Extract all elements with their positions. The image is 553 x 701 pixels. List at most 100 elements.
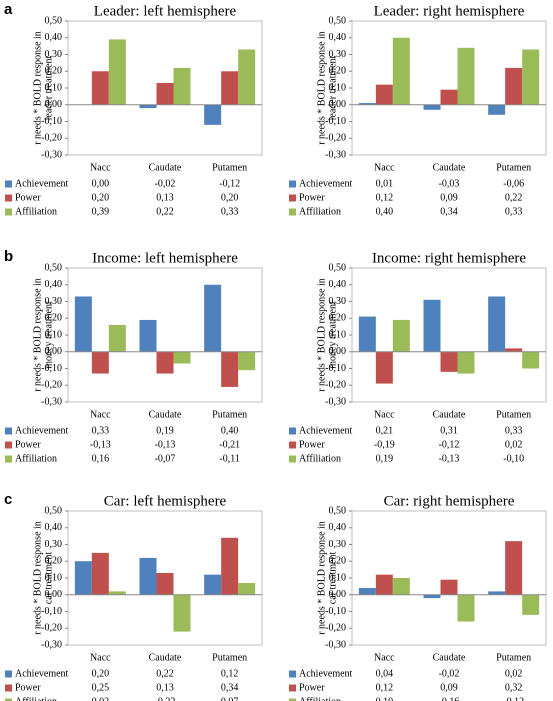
- y-axis-label: r needs * BOLD response in: [32, 278, 43, 392]
- table-value: 0,33: [505, 206, 523, 217]
- table-value: 0,13: [156, 682, 174, 693]
- y-axis-label: money treatment: [327, 301, 338, 369]
- x-tick-label: Putamen: [212, 162, 247, 173]
- bar: [375, 574, 393, 595]
- legend-swatch: [5, 698, 12, 701]
- legend-label: Power: [15, 192, 41, 203]
- table-value: 0,12: [221, 668, 239, 679]
- table-value: 0,33: [221, 206, 239, 217]
- y-tick-label: 0,00: [45, 346, 63, 357]
- bar: [221, 351, 239, 387]
- bar: [522, 49, 540, 105]
- bar: [392, 37, 410, 105]
- bar: [488, 296, 506, 352]
- chart-title: Income: left hemisphere: [92, 250, 238, 266]
- bar: [505, 541, 523, 595]
- y-tick-label: 0,20: [45, 66, 63, 77]
- table-value: 0,09: [440, 192, 458, 203]
- x-tick-label: Nacc: [374, 409, 395, 420]
- legend-label: Achievement: [15, 668, 69, 679]
- x-tick-label: Putamen: [212, 409, 247, 420]
- table-value: 0,34: [440, 206, 458, 217]
- y-tick-label: -0,30: [325, 149, 346, 160]
- bar: [375, 351, 393, 384]
- y-tick-label: 0,40: [329, 279, 347, 290]
- y-tick-label: 0,00: [329, 589, 347, 600]
- bar: [440, 579, 458, 595]
- legend-swatch: [289, 684, 296, 692]
- bar: [522, 351, 540, 369]
- y-tick-label: 0,00: [45, 99, 63, 110]
- bar: [74, 296, 92, 352]
- y-tick-label: -0,10: [41, 116, 62, 127]
- bar: [375, 84, 393, 105]
- legend-label: Achievement: [299, 425, 353, 436]
- bar: [423, 299, 441, 352]
- y-tick-label: 0,00: [329, 99, 347, 110]
- table-value: -0,12: [219, 178, 240, 189]
- table-value: 0,20: [92, 668, 110, 679]
- y-axis-label: car treatment: [327, 552, 338, 605]
- legend-label: Affiliation: [299, 453, 341, 464]
- bar: [204, 104, 222, 125]
- bar: [457, 351, 475, 374]
- legend-label: Affiliation: [15, 696, 57, 701]
- x-tick-label: Nacc: [90, 162, 111, 173]
- table-value: 0,01: [376, 178, 394, 189]
- legend-label: Achievement: [15, 425, 69, 436]
- table-value: -0,12: [439, 439, 460, 450]
- y-axis-label: leader treatment: [327, 55, 338, 120]
- y-axis-label: leader treatment: [43, 55, 54, 120]
- x-tick-label: Nacc: [374, 652, 395, 663]
- bar: [358, 588, 376, 595]
- table-value: 0,22: [156, 668, 174, 679]
- y-tick-label: -0,20: [41, 623, 62, 634]
- bar: [91, 71, 109, 105]
- bar: [488, 591, 506, 595]
- legend-swatch: [289, 427, 296, 435]
- table-value: -0,22: [155, 696, 176, 701]
- table-value: 0,07: [221, 696, 239, 701]
- y-tick-label: 0,50: [329, 505, 347, 516]
- y-tick-label: 0,10: [45, 329, 63, 340]
- y-tick-label: 0,20: [329, 313, 347, 324]
- legend-swatch: [5, 455, 12, 463]
- legend-swatch: [5, 194, 12, 202]
- legend-label: Power: [15, 439, 41, 450]
- chart-title: Leader: left hemisphere: [94, 3, 237, 19]
- legend-swatch: [5, 180, 12, 188]
- bar: [156, 572, 174, 595]
- y-tick-label: -0,30: [325, 639, 346, 650]
- chart-title: Leader: right hemisphere: [374, 3, 525, 19]
- y-tick-label: 0,30: [45, 49, 63, 60]
- y-tick-label: -0,10: [41, 363, 62, 374]
- bar: [457, 594, 475, 622]
- table-value: 0,13: [156, 192, 174, 203]
- y-tick-label: 0,10: [45, 572, 63, 583]
- legend-label: Power: [299, 682, 325, 693]
- bar: [505, 67, 523, 105]
- y-tick-label: 0,50: [329, 262, 347, 273]
- bar: [238, 351, 256, 371]
- legend-label: Achievement: [15, 178, 69, 189]
- legend-label: Affiliation: [299, 696, 341, 701]
- legend-label: Power: [15, 682, 41, 693]
- bar: [204, 284, 222, 352]
- x-tick-label: Putamen: [496, 162, 531, 173]
- table-value: 0,34: [221, 682, 239, 693]
- y-tick-label: -0,20: [41, 380, 62, 391]
- y-tick-label: 0,10: [329, 572, 347, 583]
- table-value: -0,12: [503, 696, 524, 701]
- bar: [91, 552, 109, 595]
- y-tick-label: -0,30: [41, 396, 62, 407]
- table-value: -0,10: [503, 453, 524, 464]
- bar: [238, 49, 256, 105]
- bar: [91, 351, 109, 374]
- table-value: -0,02: [439, 668, 460, 679]
- y-axis-label: r needs * BOLD response in: [316, 31, 327, 145]
- x-tick-label: Caudate: [433, 652, 466, 663]
- legend-swatch: [289, 194, 296, 202]
- bar: [522, 594, 540, 615]
